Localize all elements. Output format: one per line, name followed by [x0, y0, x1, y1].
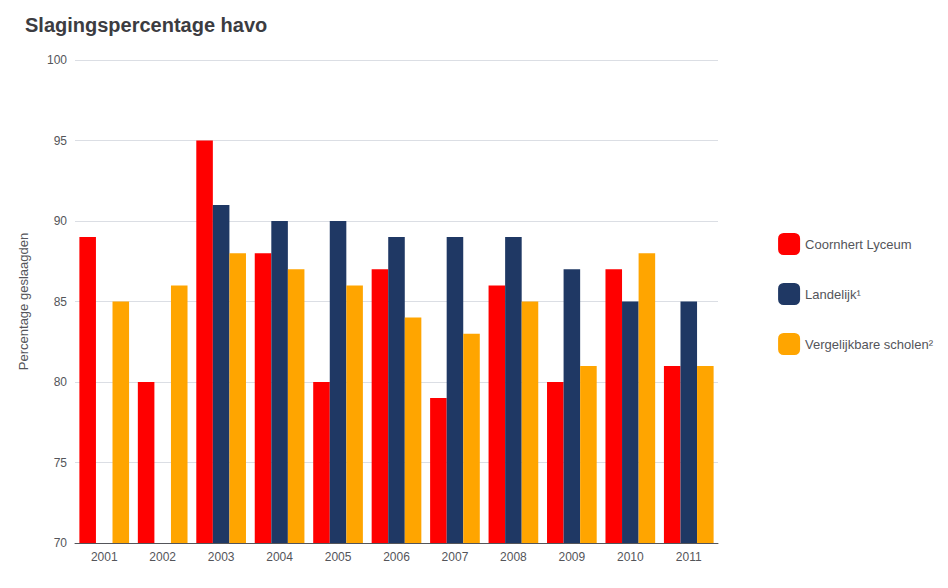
svg-text:Vergelijkbare scholen²: Vergelijkbare scholen² — [805, 337, 934, 352]
svg-text:2002: 2002 — [149, 550, 176, 564]
svg-text:75: 75 — [54, 456, 68, 470]
svg-text:2010: 2010 — [617, 550, 644, 564]
svg-text:2004: 2004 — [266, 550, 293, 564]
svg-text:Coornhert Lyceum: Coornhert Lyceum — [805, 237, 911, 252]
svg-text:80: 80 — [54, 375, 68, 389]
svg-text:90: 90 — [54, 214, 68, 228]
svg-text:2007: 2007 — [442, 550, 469, 564]
svg-text:2011: 2011 — [676, 550, 702, 564]
svg-text:Percentage geslaagden: Percentage geslaagden — [16, 233, 31, 370]
svg-text:95: 95 — [54, 134, 68, 148]
svg-text:2006: 2006 — [383, 550, 410, 564]
svg-text:2005: 2005 — [325, 550, 352, 564]
svg-text:2001: 2001 — [91, 550, 118, 564]
svg-text:2008: 2008 — [500, 550, 527, 564]
svg-text:2003: 2003 — [208, 550, 235, 564]
svg-text:85: 85 — [54, 295, 68, 309]
svg-text:100: 100 — [47, 53, 67, 67]
svg-text:Landelijk¹: Landelijk¹ — [805, 287, 861, 302]
svg-text:2009: 2009 — [559, 550, 586, 564]
svg-text:70: 70 — [54, 536, 68, 550]
svg-text:Slagingspercentage havo: Slagingspercentage havo — [25, 14, 267, 36]
